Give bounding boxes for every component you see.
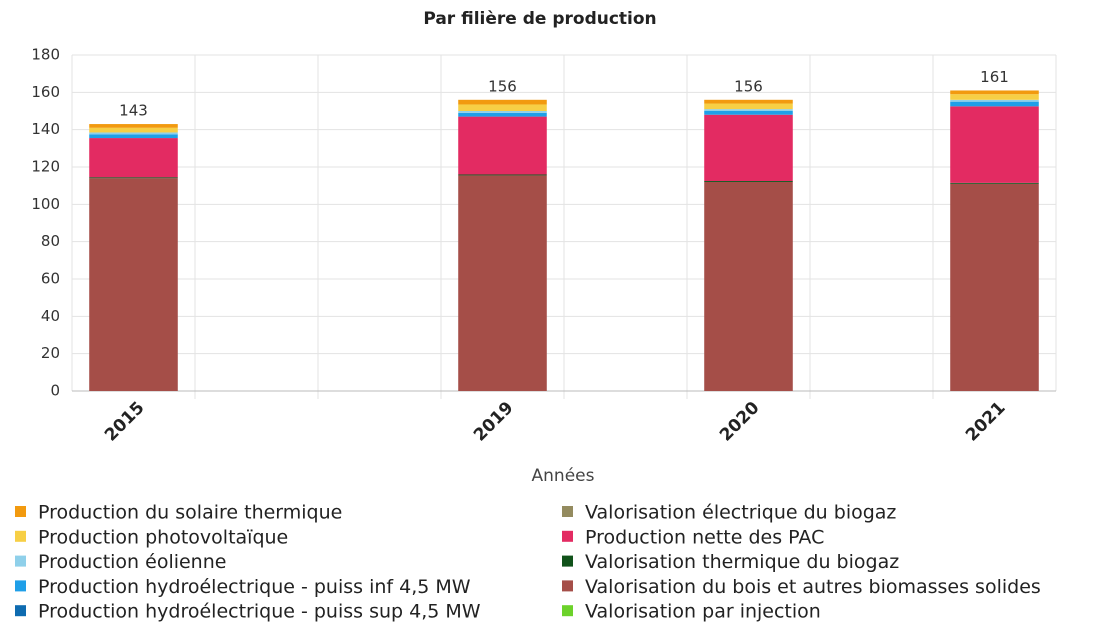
bar-segment	[704, 181, 793, 391]
bar-segment	[458, 111, 547, 113]
bar-segment	[704, 103, 793, 110]
x-axis-label: Années	[532, 466, 595, 486]
bar-segment	[950, 101, 1039, 107]
bar-segment	[89, 178, 178, 391]
y-tick-label: 100	[31, 195, 60, 213]
y-tick-label: 120	[31, 158, 60, 176]
legend-swatch	[562, 530, 573, 542]
chart-title: Par filière de production	[423, 9, 656, 29]
bar-segment	[704, 181, 793, 182]
bar-segment	[458, 99, 547, 105]
total-label: 156	[734, 77, 763, 95]
legend-label: Production hydroélectrique - puiss sup 4…	[38, 601, 481, 623]
legend-label: Production nette des PAC	[585, 526, 824, 548]
legend-label: Production photovoltaïque	[38, 526, 288, 548]
legend-label: Production éolienne	[38, 551, 226, 573]
total-label: 161	[980, 68, 1009, 86]
total-label: 143	[119, 102, 148, 120]
bar-segment	[704, 111, 793, 115]
bar-segment	[950, 183, 1039, 391]
y-tick-label: 60	[41, 270, 60, 288]
y-tick-label: 0	[50, 382, 60, 400]
legend-swatch	[15, 530, 26, 542]
legend-label: Production du solaire thermique	[38, 502, 342, 524]
y-tick-label: 40	[41, 307, 60, 325]
y-tick-label: 20	[41, 344, 60, 362]
bar-segment	[89, 177, 178, 179]
y-tick-label: 180	[31, 46, 60, 64]
legend-swatch	[15, 580, 26, 592]
y-tick-label: 80	[41, 232, 60, 250]
legend-swatch	[562, 580, 573, 592]
bar-segment	[458, 174, 547, 176]
legend-label: Production hydroélectrique - puiss inf 4…	[38, 576, 471, 598]
bar-segment	[704, 109, 793, 111]
legend-label: Valorisation du bois et autres biomasses…	[585, 576, 1041, 598]
bar-segment	[458, 112, 547, 117]
bar-segment	[458, 104, 547, 111]
total-label: 156	[488, 77, 517, 95]
bar-segment	[950, 90, 1039, 95]
legend-swatch	[562, 605, 573, 617]
bar-segment	[89, 124, 178, 128]
bar-segment	[89, 132, 178, 135]
legend-swatch	[15, 555, 26, 567]
legend-label: Valorisation thermique du biogaz	[585, 551, 899, 573]
bar-segment	[458, 116, 547, 175]
y-tick-label: 140	[31, 120, 60, 138]
bar-segment	[89, 134, 178, 139]
x-tick-label: 2015	[101, 398, 149, 446]
legend-swatch	[562, 506, 573, 517]
bar-segment	[89, 138, 178, 178]
legend-label: Valorisation par injection	[585, 601, 821, 623]
y-tick-label: 160	[31, 83, 60, 101]
x-tick-label: 2019	[470, 398, 518, 446]
bar-segment	[704, 114, 793, 181]
bar-segment	[950, 99, 1039, 102]
legend-swatch	[562, 555, 573, 567]
bar-segment	[950, 94, 1039, 100]
bar-segment	[89, 127, 178, 133]
bar-segment	[950, 106, 1039, 183]
bar-segment	[704, 99, 793, 104]
x-tick-label: 2020	[716, 398, 764, 446]
legend-swatch	[15, 506, 26, 517]
bar-segment	[950, 182, 1039, 184]
bar-segment	[458, 175, 547, 391]
legend-label: Valorisation électrique du biogaz	[585, 502, 896, 524]
legend-swatch	[15, 605, 26, 617]
x-tick-label: 2021	[962, 398, 1010, 446]
